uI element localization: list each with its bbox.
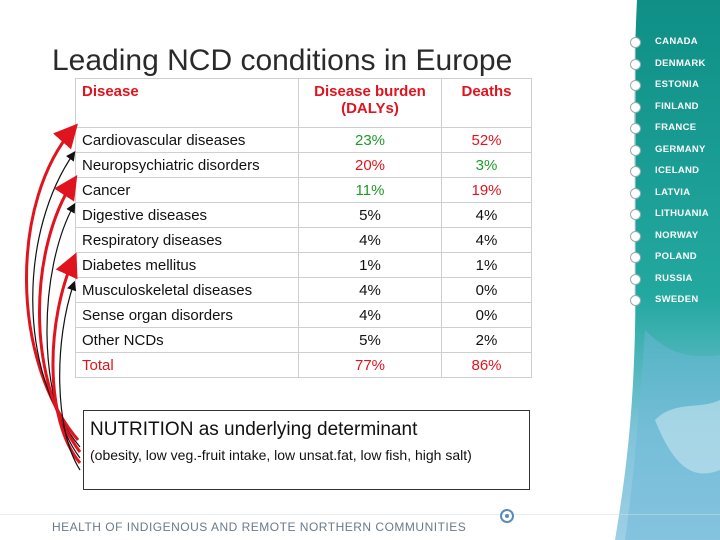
country-label: DENMARK [655, 57, 706, 69]
country-label: FRANCE [655, 122, 697, 133]
country-label: POLAND [655, 251, 697, 262]
cell-disease: Respiratory diseases [75, 227, 299, 253]
note-sub-text: (obesity, low veg.-fruit intake, low uns… [90, 447, 472, 463]
country-label: LATVIA [655, 186, 691, 198]
country-bullet-icon [630, 80, 641, 91]
cell-disease: Cardiovascular diseases [75, 127, 299, 153]
country-label: CANADA [655, 36, 698, 47]
header-dalys: Disease burden (DALYs) [298, 78, 442, 128]
country-bullet-icon [630, 166, 641, 177]
country-label: LITHUANIA [655, 208, 709, 219]
country-bullet-icon [630, 58, 641, 70]
cell-deaths: 1% [441, 252, 532, 278]
country-label: ICELAND [655, 165, 700, 176]
country-label: GERMANY [655, 143, 706, 155]
cell-total-deaths: 86% [441, 352, 532, 378]
country-bullet-icon [630, 37, 641, 48]
table-row: Neuropsychiatric disorders 20% 3% [75, 152, 532, 178]
table-row: Respiratory diseases 4% 4% [75, 227, 532, 253]
table-row: Sense organ disorders 4% 0% [75, 302, 532, 328]
cell-disease: Digestive diseases [75, 202, 299, 228]
note-main-text: NUTRITION as underlying determinant [90, 419, 418, 440]
country-label: FINLAND [655, 100, 699, 112]
country-label: RUSSIA [655, 272, 693, 284]
country-bullet-icon [630, 123, 641, 134]
header-disease: Disease [75, 78, 299, 128]
cell-deaths: 0% [441, 302, 532, 328]
nutrition-note-box: NUTRITION as underlying determinant (obe… [83, 410, 530, 490]
cell-total-dalys: 77% [298, 352, 442, 378]
page-title: Leading NCD conditions in Europe [52, 44, 513, 77]
country-bullet-icon [630, 252, 641, 263]
country-bullet-icon [630, 295, 641, 306]
logo-icon [500, 509, 514, 523]
table-row: Cardiovascular diseases 23% 52% [75, 127, 532, 153]
footer-text: HEALTH OF INDIGENOUS AND REMOTE NORTHERN… [52, 520, 467, 534]
country-bullet-icon [630, 187, 641, 199]
cell-disease: Sense organ disorders [75, 302, 299, 328]
cell-disease: Cancer [75, 177, 299, 203]
arrow-to-cancer [38, 174, 82, 453]
country-bullet-icon [630, 230, 641, 242]
table-total-row: Total 77% 86% [75, 352, 532, 378]
country-bullet-icon [630, 101, 641, 113]
country-bullet-icon [630, 209, 641, 220]
cell-dalys: 11% [298, 177, 442, 203]
country-bullet-icon [630, 273, 641, 285]
country-panel: CANADA DENMARK ESTONIA FINLAND FRANCE GERMANY… [615, 0, 720, 540]
cell-deaths: 3% [441, 152, 532, 178]
country-label: NORWAY [655, 229, 699, 241]
cell-disease: Neuropsychiatric disorders [75, 152, 299, 178]
table-header-row: Disease Disease burden (DALYs) Deaths [75, 78, 532, 128]
country-label: SWEDEN [655, 294, 699, 305]
header-dalys-line2: (DALYs) [341, 100, 399, 117]
country-label: ESTONIA [655, 79, 700, 90]
cell-deaths: 4% [441, 227, 532, 253]
cell-deaths: 52% [441, 127, 532, 153]
cell-dalys: 4% [298, 302, 442, 328]
cell-deaths: 2% [441, 327, 532, 353]
ncd-table-body: Cardiovascular diseases 23% 52% Neuropsychi… [75, 127, 532, 378]
arrow-to-musculoskeletal [59, 280, 81, 471]
ncd-table: Disease Disease burden (DALYs) Deaths Ca… [75, 78, 532, 378]
table-row: Diabetes mellitus 1% 1% [75, 252, 532, 278]
header-dalys-line1: Disease burden [314, 83, 426, 100]
header-deaths: Deaths [441, 78, 532, 128]
cell-dalys: 1% [298, 252, 442, 278]
table-row: Digestive diseases 5% 4% [75, 202, 532, 228]
country-bullet-icon [630, 144, 641, 156]
